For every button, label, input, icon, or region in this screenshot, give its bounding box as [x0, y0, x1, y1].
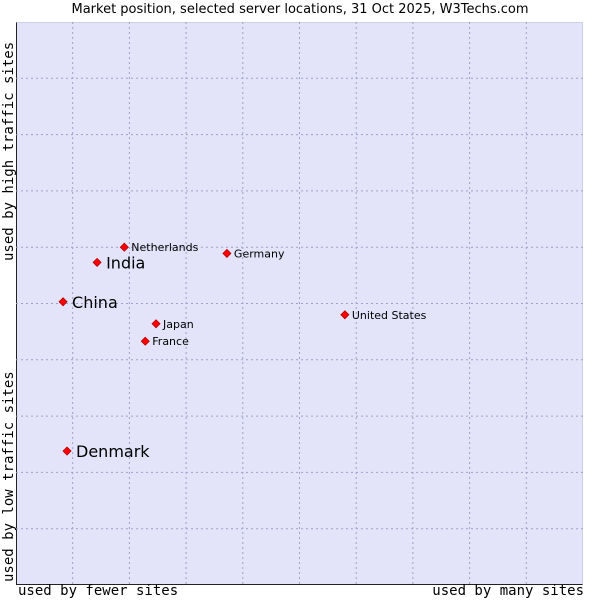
chart-title: Market position, selected server locatio…	[71, 2, 529, 17]
point-marker	[140, 336, 150, 346]
point-marker	[340, 310, 350, 320]
data-point: Denmark	[62, 442, 150, 461]
point-label: United States	[352, 309, 427, 322]
point-marker	[222, 248, 232, 258]
point-marker	[119, 242, 129, 252]
point-label: China	[72, 293, 118, 312]
point-marker	[151, 319, 161, 329]
data-point: China	[58, 293, 118, 312]
point-label: Netherlands	[131, 241, 198, 254]
point-marker	[92, 257, 102, 267]
point-marker	[62, 446, 72, 456]
point-label: Denmark	[76, 442, 150, 461]
y-axis-label-high: used by high traffic sites	[1, 41, 17, 261]
point-label: India	[106, 253, 145, 272]
data-point: India	[92, 253, 145, 272]
data-point: United States	[340, 309, 427, 322]
point-label: France	[152, 335, 189, 348]
y-axis-label-low: used by low traffic sites	[1, 371, 17, 582]
data-point: Germany	[222, 247, 285, 260]
grid-lines	[16, 22, 583, 585]
point-label: Germany	[234, 247, 285, 260]
point-label: Japan	[162, 318, 194, 331]
x-axis-label-low: used by fewer sites	[18, 583, 179, 599]
data-point: France	[140, 335, 189, 348]
data-point: Netherlands	[119, 241, 199, 254]
data-point: Japan	[151, 318, 194, 331]
point-marker	[58, 297, 68, 307]
x-axis-label-high: used by many sites	[432, 583, 584, 599]
